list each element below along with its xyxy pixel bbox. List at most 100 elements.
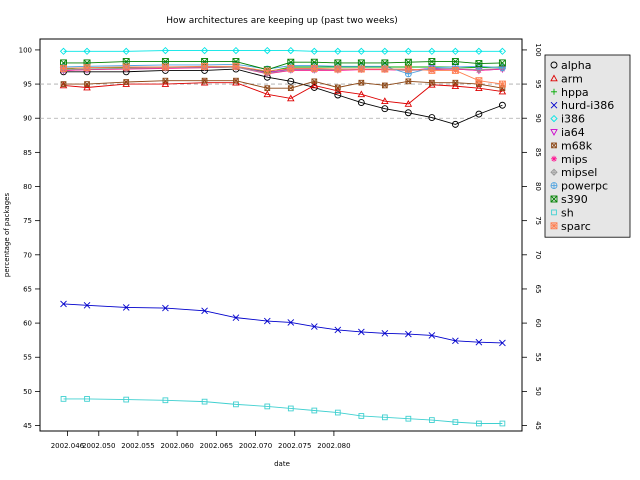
- data-point: [381, 330, 389, 337]
- data-point: [161, 63, 169, 71]
- data-point: [233, 401, 239, 408]
- data-point: [475, 77, 483, 85]
- data-point: [381, 47, 389, 55]
- x-tick-label: 2002.055: [121, 442, 154, 450]
- legend-label: alpha: [561, 59, 592, 72]
- data-point: [381, 105, 389, 113]
- y-tick-label-left: 85: [23, 149, 32, 157]
- series-sparc: [60, 62, 506, 88]
- data-point: [264, 403, 271, 410]
- data-point: [232, 46, 240, 55]
- legend-marker: [551, 142, 557, 149]
- data-point: [60, 81, 67, 87]
- legend-marker: [551, 88, 557, 95]
- series-line-i386: [63, 50, 503, 52]
- legend-marker: [550, 182, 558, 190]
- legend-label: arm: [561, 72, 583, 85]
- legend-label: powerpc: [561, 180, 608, 193]
- legend-label: mipsel: [561, 166, 597, 179]
- legend-item-arm: arm: [550, 72, 583, 85]
- data-point: [498, 59, 506, 67]
- x-tick-label: 2002.070: [239, 442, 272, 450]
- legend-label: sparc: [561, 220, 591, 233]
- data-point: [475, 60, 483, 68]
- legend-marker: [550, 114, 558, 123]
- data-point: [60, 396, 67, 402]
- data-point: [162, 397, 169, 404]
- data-point: [475, 110, 483, 118]
- data-point: [334, 91, 342, 99]
- y-tick-label-right: 80: [534, 182, 542, 191]
- series-line-arm: [63, 82, 503, 105]
- data-point: [123, 79, 130, 85]
- x-axis-label: date: [274, 460, 290, 468]
- y-tick-label-left: 95: [23, 81, 32, 89]
- data-point: [381, 97, 389, 104]
- data-point: [334, 326, 342, 334]
- data-point: [405, 330, 412, 338]
- data-point: [200, 46, 209, 55]
- data-point: [499, 339, 506, 347]
- data-point: [83, 302, 91, 309]
- y-tick-label-left: 100: [19, 46, 32, 54]
- data-point: [405, 78, 412, 85]
- y-tick-label-right: 90: [534, 114, 542, 123]
- data-point: [498, 80, 506, 88]
- x-tick-label: 2002.050: [82, 442, 115, 450]
- legend-marker: [550, 195, 558, 203]
- data-point: [357, 99, 365, 106]
- data-point: [404, 47, 412, 55]
- data-point: [263, 46, 271, 55]
- legend-label: i386: [561, 113, 585, 126]
- data-point: [83, 83, 91, 91]
- y-tick-label-right: 95: [534, 80, 542, 89]
- data-point: [475, 338, 483, 346]
- legend-label: mips: [561, 153, 588, 166]
- legend-marker: [550, 222, 558, 230]
- data-point: [428, 58, 436, 65]
- data-point: [83, 47, 91, 55]
- data-point: [310, 323, 318, 330]
- data-point: [499, 420, 506, 427]
- data-point: [358, 413, 365, 419]
- data-point: [310, 81, 319, 89]
- data-point: [452, 419, 459, 425]
- data-point: [404, 109, 412, 117]
- y-tick-label-right: 100: [534, 43, 542, 56]
- series-line-hurd-i386: [63, 303, 503, 344]
- data-point: [475, 84, 483, 92]
- data-point: [451, 58, 459, 65]
- legend-item-mipsel: mipsel: [550, 166, 597, 179]
- data-point: [263, 317, 271, 325]
- legend-item-sparc: sparc: [550, 220, 591, 233]
- data-point: [287, 77, 295, 85]
- y-axis-right: 45 50 55 60 65 70 75 80 85 90 95 100: [522, 43, 542, 430]
- data-point: [162, 304, 169, 312]
- data-point: [498, 64, 506, 72]
- legend-label: hppa: [561, 86, 589, 99]
- data-point: [404, 58, 412, 66]
- data-point: [404, 65, 412, 73]
- series-hurd-i386: [60, 300, 506, 347]
- data-point: [381, 414, 388, 421]
- data-point: [122, 304, 130, 311]
- data-point: [60, 64, 67, 72]
- legend-item-hurd-i386: hurd-i386: [550, 99, 614, 112]
- data-point: [122, 47, 130, 55]
- data-point: [287, 94, 295, 102]
- data-point: [428, 114, 436, 121]
- legend-marker: [550, 101, 558, 109]
- data-point: [59, 47, 68, 55]
- data-point: [162, 77, 169, 84]
- y-axis-label: percentage of packages: [3, 193, 11, 278]
- y-tick-label-left: 65: [23, 285, 32, 293]
- data-point: [83, 64, 91, 72]
- legend-marker: [550, 74, 558, 82]
- data-point: [84, 396, 90, 402]
- series-sh: [60, 396, 506, 427]
- legend-item-sh: sh: [551, 206, 574, 219]
- data-point: [122, 63, 130, 71]
- data-point: [428, 66, 436, 74]
